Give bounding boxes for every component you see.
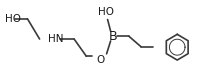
- Text: HO: HO: [98, 7, 114, 17]
- Text: HN: HN: [47, 34, 63, 44]
- Text: O: O: [96, 55, 104, 65]
- Text: HO: HO: [5, 14, 21, 24]
- Text: B: B: [108, 30, 116, 43]
